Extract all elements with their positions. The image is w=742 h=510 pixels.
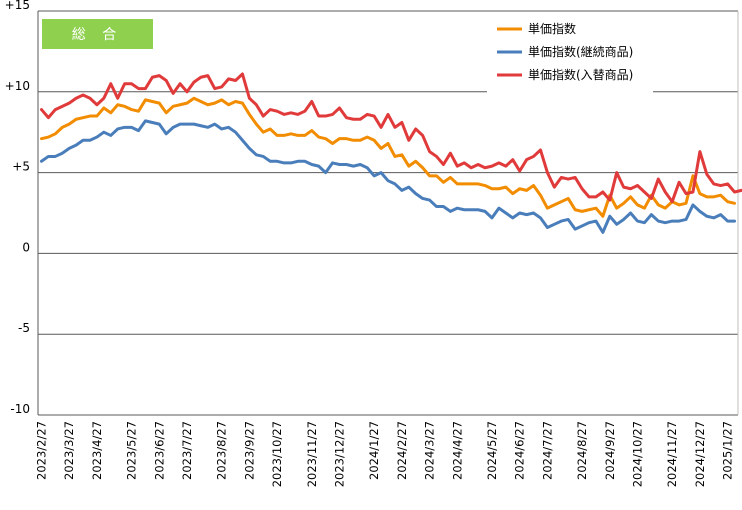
x-tick-label: 2023/11/27 xyxy=(305,421,319,487)
x-tick-label: 2024/1/27 xyxy=(367,421,381,480)
series-lines xyxy=(39,72,742,234)
legend-label-2: 単価指数(入替商品) xyxy=(528,67,633,82)
x-tick-label: 2024/8/27 xyxy=(575,421,589,480)
y-tick-label: +5 xyxy=(12,160,30,174)
series-line-1 xyxy=(39,119,737,234)
x-tick-label: 2024/2/27 xyxy=(395,421,409,480)
legend: 単価指数 単価指数(継続商品) 単価指数(入替商品) xyxy=(487,14,653,94)
x-tick-label: 2023/8/27 xyxy=(215,421,229,480)
x-tick-label: 2023/10/27 xyxy=(270,421,284,487)
y-tick-label: -10 xyxy=(10,402,30,416)
x-axis-ticks: 2023/2/27 2023/3/27 2023/4/27 2023/5/27 2023… xyxy=(34,421,734,487)
y-tick-label: 0 xyxy=(22,240,30,254)
series-line-2 xyxy=(39,72,742,204)
series-line-0 xyxy=(39,96,737,218)
x-tick-label: 2024/10/27 xyxy=(631,421,645,487)
y-tick-label: +15 xyxy=(5,0,30,12)
y-axis-ticks: +15 +10 +5 0 -5 -10 xyxy=(5,0,30,416)
badge: 総 合 xyxy=(42,19,153,49)
y-tick-label: -5 xyxy=(18,321,30,335)
x-tick-label: 2023/7/27 xyxy=(180,421,194,480)
x-tick-label: 2023/4/27 xyxy=(90,421,104,480)
x-tick-label: 2024/3/27 xyxy=(423,421,437,480)
x-tick-label: 2025/1/27 xyxy=(721,421,735,480)
x-tick-label: 2024/5/27 xyxy=(485,421,499,480)
x-tick-label: 2024/4/27 xyxy=(450,421,464,480)
x-tick-label: 2023/9/27 xyxy=(242,421,256,480)
y-tick-label: +10 xyxy=(5,79,30,93)
badge-label: 総 合 xyxy=(72,27,122,43)
x-tick-label: 2023/12/27 xyxy=(332,421,346,487)
x-tick-label: 2024/12/27 xyxy=(693,421,707,487)
x-tick-label: 2023/3/27 xyxy=(62,421,76,480)
x-tick-label: 2024/9/27 xyxy=(603,421,617,480)
x-tick-label: 2024/11/27 xyxy=(665,421,679,487)
x-tick-label: 2024/6/27 xyxy=(513,421,527,480)
x-tick-label: 2024/7/27 xyxy=(540,421,554,480)
legend-label-1: 単価指数(継続商品) xyxy=(528,44,633,59)
x-tick-label: 2023/5/27 xyxy=(125,421,139,480)
gridlines xyxy=(37,10,739,416)
badge-box xyxy=(42,19,153,49)
x-tick-label: 2023/6/27 xyxy=(152,421,166,480)
legend-box xyxy=(487,14,653,94)
legend-label-0: 単価指数 xyxy=(528,21,576,36)
x-tick-label: 2023/2/27 xyxy=(34,421,48,480)
